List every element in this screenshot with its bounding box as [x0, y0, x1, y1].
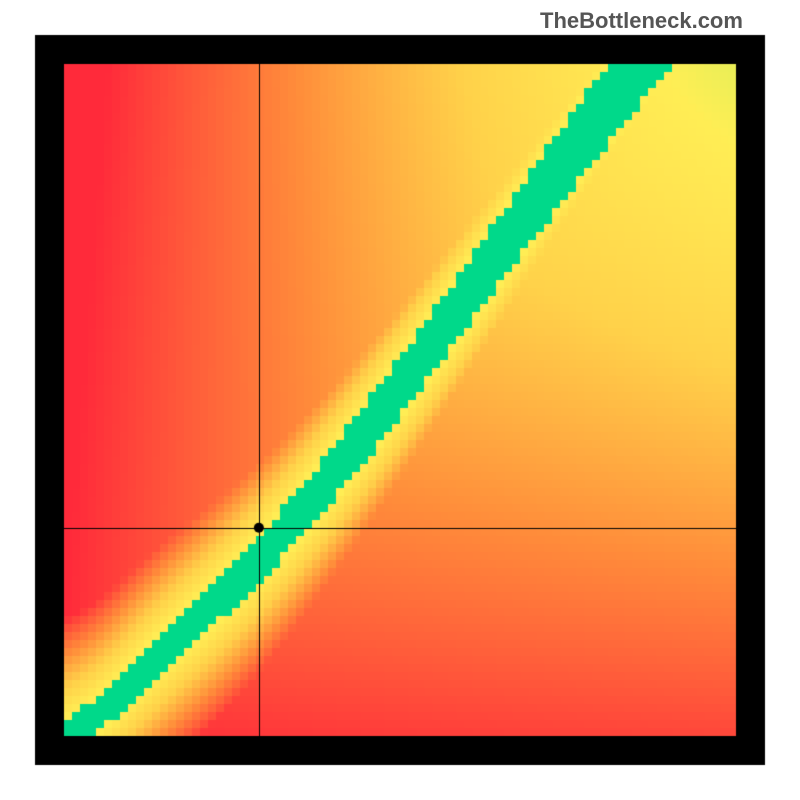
figure-container: TheBottleneck.com [0, 0, 800, 800]
watermark-text: TheBottleneck.com [540, 8, 743, 34]
heatmap-canvas [0, 0, 800, 800]
